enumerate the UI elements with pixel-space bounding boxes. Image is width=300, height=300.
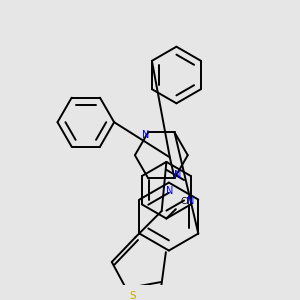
Text: N: N [187,196,194,206]
Text: S: S [129,291,136,300]
Text: Cl: Cl [181,197,190,206]
Text: N: N [142,130,149,140]
Text: N: N [174,170,181,180]
Text: N: N [166,186,173,196]
